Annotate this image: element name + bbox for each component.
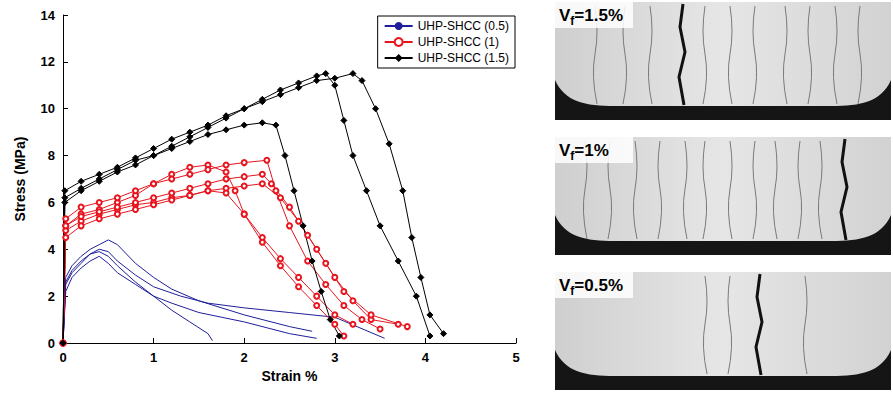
- svg-text:Strain %: Strain %: [261, 368, 318, 384]
- svg-text:8: 8: [48, 148, 55, 163]
- svg-text:Vf=0.5%: Vf=0.5%: [559, 276, 623, 298]
- svg-text:6: 6: [48, 195, 55, 210]
- svg-text:0: 0: [59, 350, 66, 365]
- svg-text:Vf=1%: Vf=1%: [559, 141, 609, 163]
- svg-text:12: 12: [41, 54, 55, 69]
- svg-text:1: 1: [150, 350, 157, 365]
- svg-text:UHP-SHCC (0.5): UHP-SHCC (0.5): [418, 19, 509, 33]
- svg-text:UHP-SHCC (1.5): UHP-SHCC (1.5): [418, 51, 509, 65]
- svg-text:2: 2: [48, 289, 55, 304]
- svg-text:5: 5: [512, 350, 519, 365]
- svg-text:3: 3: [331, 350, 338, 365]
- svg-text:14: 14: [41, 8, 56, 23]
- svg-text:10: 10: [41, 101, 55, 116]
- svg-text:Stress (MPa): Stress (MPa): [12, 137, 28, 222]
- svg-text:2: 2: [241, 350, 248, 365]
- svg-text:4: 4: [48, 242, 56, 257]
- svg-text:UHP-SHCC (1): UHP-SHCC (1): [418, 35, 499, 49]
- svg-text:0: 0: [48, 336, 55, 351]
- svg-text:Vf=1.5%: Vf=1.5%: [559, 6, 623, 28]
- svg-text:4: 4: [422, 350, 430, 365]
